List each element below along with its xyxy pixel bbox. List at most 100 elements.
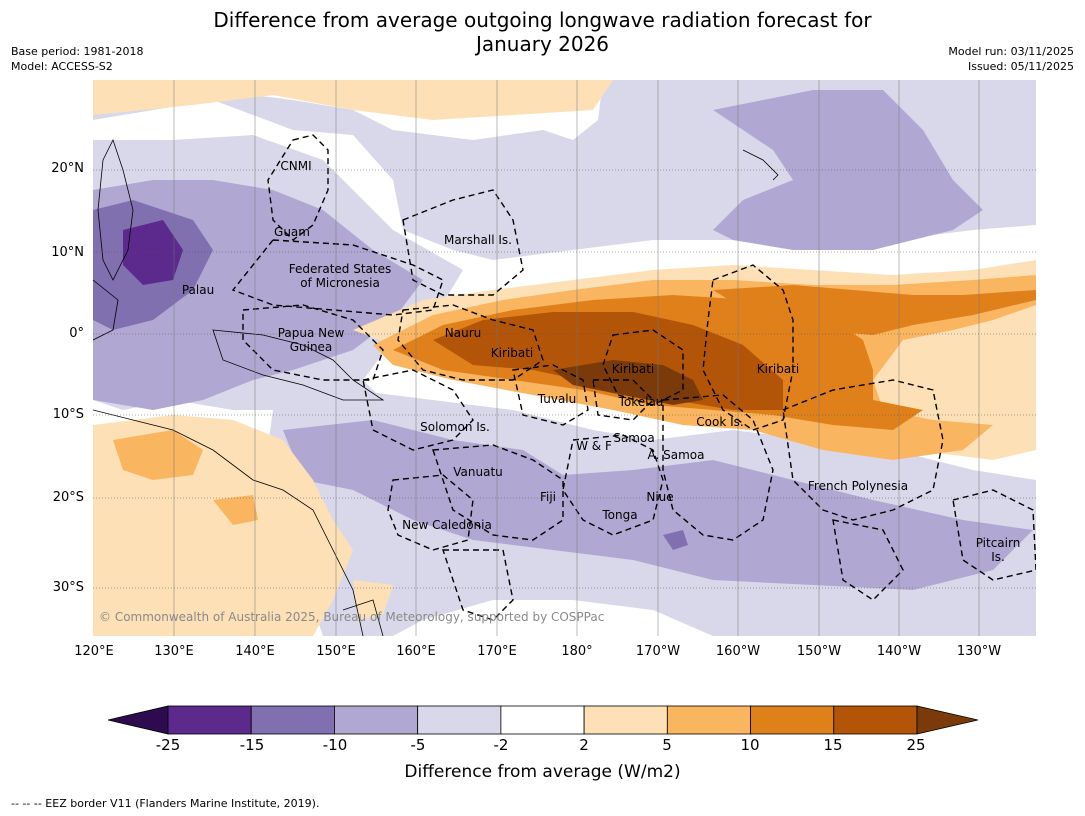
- borneo-coast: [93, 279, 119, 341]
- lon-tick-180: 180°: [561, 644, 593, 659]
- title-line-1: Difference from average outgoing longwav…: [213, 8, 872, 32]
- label-png: Papua New Guinea: [278, 326, 345, 354]
- label-fsm-line1: Federated States: [288, 262, 392, 276]
- lon-tick-130w: 130°W: [956, 644, 1002, 659]
- lon-tick-120e: 120°E: [74, 644, 114, 659]
- new-zealand-coast: [342, 599, 384, 636]
- label-pitcairn-line1: Pitcairn: [975, 536, 1021, 550]
- label-tuvalu: Tuvalu: [537, 392, 577, 406]
- label-samoa: Samoa: [613, 431, 655, 445]
- label-solomon: Solomon Is.: [420, 420, 490, 434]
- colorbar-label-10: 10: [740, 736, 760, 754]
- lat-tick-10s: 10°S: [52, 407, 84, 422]
- label-png-line2: Guinea: [289, 340, 333, 354]
- eez-kiribati-central: [602, 329, 684, 406]
- model-name: Model: ACCESS-S2: [11, 60, 113, 73]
- eez-kiribati-east: [702, 264, 794, 431]
- eez-south-east: [832, 519, 904, 601]
- meta-right: Model run: 03/11/2025 Issued: 05/11/2025: [948, 44, 1074, 74]
- lat-tick-20n: 20°N: [51, 161, 84, 176]
- anomaly-medium-purple-north: [713, 90, 983, 250]
- eez-samoa-niue-tonga: [562, 434, 664, 536]
- label-tonga: Tonga: [602, 508, 638, 522]
- anomaly-darkest-brown-core: [553, 360, 703, 405]
- label-nauru: Nauru: [444, 326, 482, 340]
- issued-date: Issued: 05/11/2025: [967, 60, 1074, 73]
- label-vanuatu: Vanuatu: [453, 465, 503, 479]
- anomaly-light-orange-north: [93, 80, 613, 120]
- colorbar-high-extend: [916, 705, 978, 735]
- eez-borders: [231, 134, 1036, 621]
- copyright-notice: © Commonwealth of Australia 2025, Bureau…: [99, 610, 605, 624]
- anomaly-dark-purple-south: [663, 530, 688, 550]
- colorbar-segment: [250, 705, 335, 735]
- meridians: [173, 80, 980, 636]
- label-pitcairn: Pitcairn Is.: [976, 536, 1021, 564]
- anomaly-orange-australia: [113, 430, 203, 480]
- label-png-line1: Papua New: [277, 326, 345, 340]
- olr-anomaly-map: [93, 80, 1036, 636]
- label-kiribati-east: Kiribati: [756, 362, 800, 376]
- label-new-caledonia: New Caledonia: [402, 518, 492, 532]
- colorbar-segment: [833, 705, 918, 735]
- title-line-2: January 2026: [475, 32, 610, 56]
- eez-footnote: -- -- -- EEZ border V11 (Flanders Marine…: [11, 797, 320, 810]
- graticule: [93, 169, 1036, 589]
- colorbar-label-25: 25: [906, 736, 926, 754]
- eez-nauru-kiribati: [397, 304, 544, 381]
- colorbar-segment: [666, 705, 751, 735]
- lat-tick-10n: 10°N: [51, 245, 84, 260]
- label-fsm: Federated States of Micronesia: [289, 262, 391, 290]
- eez-solomon: [362, 369, 474, 451]
- colorbar-label-15: 15: [823, 736, 843, 754]
- model-run: Model run: 03/11/2025: [948, 45, 1074, 58]
- australia-coast: [93, 409, 364, 636]
- label-guam: Guam: [274, 225, 310, 239]
- colorbar-low-extend: [108, 705, 169, 735]
- new-guinea-coast: [212, 329, 385, 401]
- colorbar-segment: [417, 705, 502, 735]
- colorbar-segment: [334, 705, 419, 735]
- anomaly-dark-orange-east: [713, 285, 1036, 335]
- label-pitcairn-line2: Is.: [991, 550, 1005, 564]
- eez-png: [242, 304, 384, 381]
- colorbar-label-5: 5: [662, 736, 672, 754]
- label-fiji: Fiji: [539, 490, 557, 504]
- label-wallis-futuna: W & F: [576, 439, 612, 453]
- lon-tick-150w: 150°W: [796, 644, 842, 659]
- lon-tick-160e: 160°E: [396, 644, 436, 659]
- base-period: Base period: 1981-2018: [11, 45, 144, 58]
- label-kiribati-central: Kiribati: [611, 362, 655, 376]
- label-kiribati-west: Kiribati: [490, 346, 534, 360]
- lat-tick-30s: 30°S: [52, 580, 84, 595]
- anomaly-orange-coral: [213, 495, 258, 525]
- colorbar-segment: [500, 705, 585, 735]
- coastlines: [93, 138, 779, 636]
- map-title: Difference from average outgoing longwav…: [0, 8, 1085, 56]
- colorbar-label-2: 2: [579, 736, 589, 754]
- lon-tick-170e: 170°E: [477, 644, 517, 659]
- lon-tick-140w: 140°W: [876, 644, 922, 659]
- colorbar-label-minus10: -10: [322, 736, 348, 754]
- colorbar-segment: [583, 705, 668, 735]
- eez-nz-kermadec: [442, 549, 514, 621]
- eez-fsm: [231, 239, 444, 316]
- lat-tick-0: 0°: [69, 326, 84, 341]
- eez-vanuatu-fiji: [432, 444, 564, 541]
- lon-tick-130e: 130°E: [154, 644, 194, 659]
- colorbar-label-minus2: -2: [493, 736, 509, 754]
- lat-tick-20s: 20°S: [52, 490, 84, 505]
- anomaly-deep-purple-philippines: [123, 220, 183, 285]
- eez-pitcairn: [952, 489, 1036, 581]
- label-tokelau: Tokelau: [618, 395, 664, 409]
- colorbar-label-minus25: -25: [155, 736, 181, 754]
- eez-tokelau: [592, 379, 654, 421]
- colorbar-title: Difference from average (W/m2): [404, 762, 681, 782]
- lon-tick-150e: 150°E: [316, 644, 356, 659]
- label-french-polynesia: French Polynesia: [807, 479, 909, 493]
- colorbar-segments: [167, 705, 918, 735]
- colorbar-segment: [750, 705, 835, 735]
- label-cook: Cook Is.: [696, 415, 744, 429]
- eez-french-polynesia: [782, 379, 944, 521]
- philippines-coast: [97, 138, 134, 281]
